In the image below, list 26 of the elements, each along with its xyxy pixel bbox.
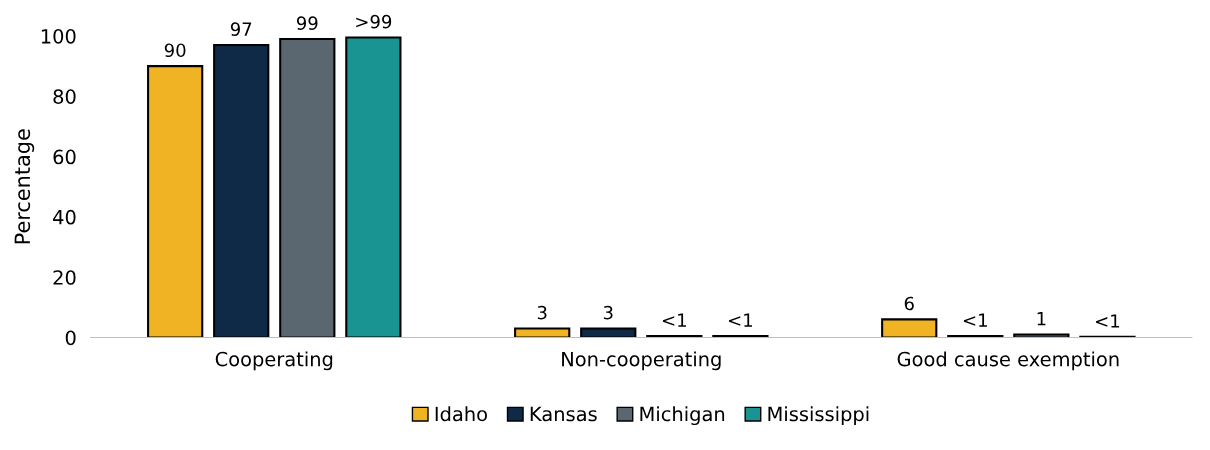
data-label: <1 bbox=[963, 313, 987, 327]
x-tick-label: Non-cooperating bbox=[562, 351, 721, 371]
y-tick-label: 20 bbox=[53, 270, 76, 285]
data-label: 99 bbox=[296, 16, 318, 30]
data-label: <1 bbox=[662, 313, 686, 327]
data-label: 90 bbox=[164, 43, 186, 58]
y-tick-label: 60 bbox=[53, 149, 76, 165]
data-label: <1 bbox=[1096, 314, 1120, 328]
y-tick-label: 0 bbox=[65, 330, 76, 346]
data-label: 97 bbox=[230, 22, 252, 36]
data-label: >99 bbox=[356, 14, 392, 29]
legend-label: Michigan bbox=[640, 406, 725, 426]
data-label: <1 bbox=[729, 313, 753, 327]
data-label: 3 bbox=[603, 305, 613, 320]
data-label: 6 bbox=[904, 296, 914, 311]
y-tick-label: 100 bbox=[41, 28, 76, 44]
x-tick-label: Good cause exemption bbox=[897, 351, 1119, 371]
data-label: 3 bbox=[537, 305, 547, 320]
y-axis-title: Percentage bbox=[14, 129, 35, 244]
legend-label: Kansas bbox=[530, 406, 597, 422]
y-tick-label: 40 bbox=[53, 209, 76, 225]
y-tick-label: 80 bbox=[53, 89, 76, 104]
legend-label: Mississippi bbox=[768, 406, 869, 426]
legend-label: Idaho bbox=[435, 406, 487, 422]
data-label: 1 bbox=[1037, 312, 1046, 326]
x-tick-label: Cooperating bbox=[215, 351, 333, 371]
